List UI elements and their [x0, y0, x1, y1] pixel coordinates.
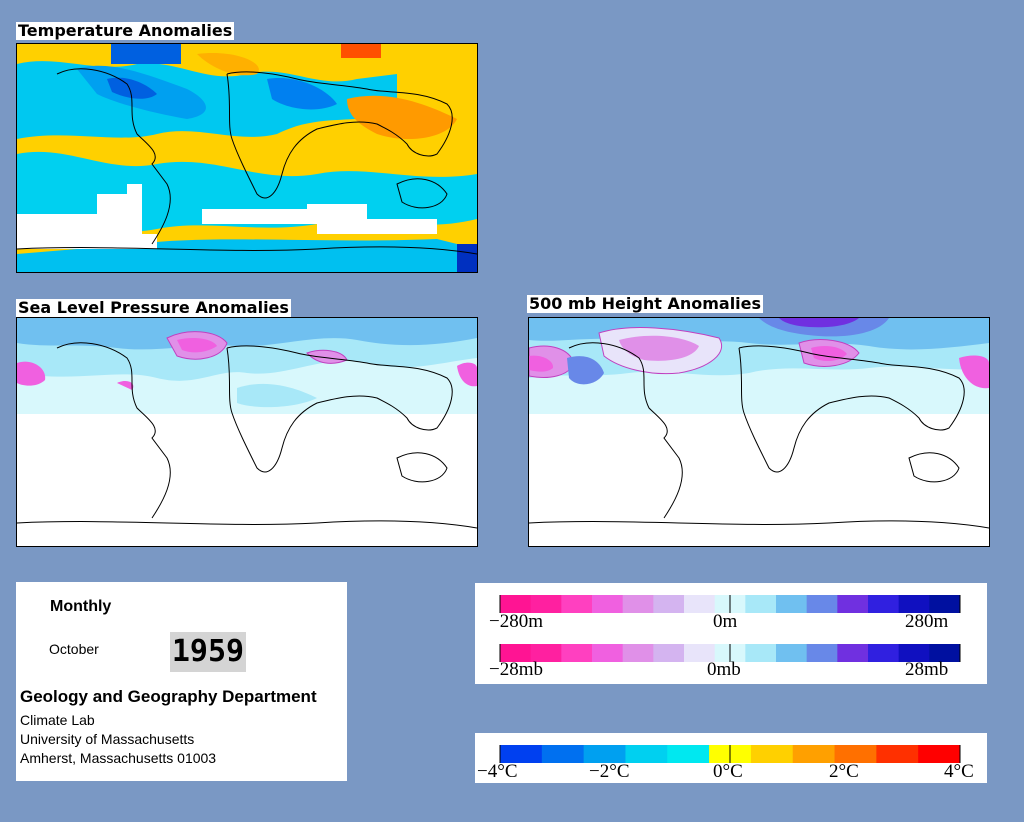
pressure-color-swatch — [837, 644, 869, 662]
height-field — [529, 318, 989, 414]
temp-tick-label: 2°C — [829, 761, 859, 782]
anomaly-color-legend: −280m 0m 280m −28mb 0mb 28mb — [475, 583, 987, 684]
slp-panel-title: Sea Level Pressure Anomalies — [16, 298, 291, 317]
height-color-swatch — [653, 595, 685, 613]
temperature-color-swatch — [667, 745, 710, 763]
height-color-swatch — [561, 595, 593, 613]
period-label: Monthly — [50, 598, 112, 615]
pressure-color-swatch — [622, 644, 654, 662]
pressure-tick-label: 28mb — [905, 659, 949, 680]
coastlines — [17, 68, 477, 255]
temp-tick-label: −4°C — [477, 761, 518, 782]
address-line: Climate Lab — [20, 712, 95, 728]
height-color-swatch — [530, 595, 562, 613]
pressure-color-swatch — [898, 644, 930, 662]
slp-field — [17, 318, 477, 414]
height-color-swatch — [776, 595, 808, 613]
temperature-anomaly-map — [16, 43, 478, 273]
temperature-color-swatch — [500, 745, 543, 763]
pressure-color-swatch — [561, 644, 593, 662]
address-line: University of Massachusetts — [20, 731, 195, 747]
temperature-color-bar — [499, 745, 961, 763]
height-color-swatch — [622, 595, 654, 613]
height-color-bar — [499, 595, 961, 613]
temp-tick-label: −2°C — [589, 761, 630, 782]
temperature-color-swatch — [876, 745, 919, 763]
pressure-color-swatch — [653, 644, 685, 662]
pressure-tick-label: −28mb — [489, 659, 543, 680]
temperature-color-swatch — [792, 745, 836, 763]
height-tick-label: 0m — [713, 611, 738, 632]
pressure-color-swatch — [500, 644, 532, 662]
department-name: Geology and Geography Department — [20, 687, 317, 706]
pressure-color-swatch — [806, 644, 838, 662]
pressure-tick-label: 0mb — [707, 659, 741, 680]
height-color-swatch — [806, 595, 838, 613]
height-color-swatch — [837, 595, 869, 613]
pressure-color-swatch — [592, 644, 624, 662]
coastlines — [17, 342, 477, 529]
pressure-color-swatch — [530, 644, 562, 662]
month-label: October — [49, 641, 99, 657]
pressure-color-swatch — [684, 644, 716, 662]
height-tick-label: −280m — [489, 611, 543, 632]
temperature-color-swatch — [834, 745, 877, 763]
height-panel-title: 500 mb Height Anomalies — [527, 294, 764, 313]
height-color-swatch — [592, 595, 624, 613]
height-anomaly-map — [528, 317, 990, 547]
temperature-color-swatch — [750, 745, 794, 763]
pressure-color-bar — [499, 644, 961, 662]
height-color-swatch — [868, 595, 900, 613]
temperature-color-swatch — [541, 745, 585, 763]
pressure-color-swatch — [776, 644, 808, 662]
temperature-panel-title: Temperature Anomalies — [16, 21, 235, 40]
temp-tick-label: 4°C — [944, 761, 974, 782]
height-color-swatch — [898, 595, 930, 613]
temperature-color-swatch — [918, 745, 961, 763]
year-display: 1959 — [170, 632, 246, 672]
pressure-color-swatch — [745, 644, 777, 662]
height-tick-label: 280m — [905, 611, 949, 632]
height-color-swatch — [500, 595, 532, 613]
coastlines — [529, 342, 989, 529]
pressure-color-swatch — [929, 644, 961, 662]
slp-anomaly-map — [16, 317, 478, 547]
address-line: Amherst, Massachusetts 01003 — [20, 750, 217, 766]
temp-tick-label: 0°C — [713, 761, 743, 782]
temperature-color-swatch — [625, 745, 668, 763]
height-color-swatch — [929, 595, 961, 613]
height-color-swatch — [684, 595, 716, 613]
temperature-color-legend: −4°C −2°C 0°C 2°C 4°C — [475, 733, 987, 783]
pressure-color-swatch — [868, 644, 900, 662]
info-panel: Monthly October 1959 Geology and Geograp… — [16, 582, 347, 781]
temperature-color-swatch — [583, 745, 626, 763]
height-color-swatch — [745, 595, 777, 613]
